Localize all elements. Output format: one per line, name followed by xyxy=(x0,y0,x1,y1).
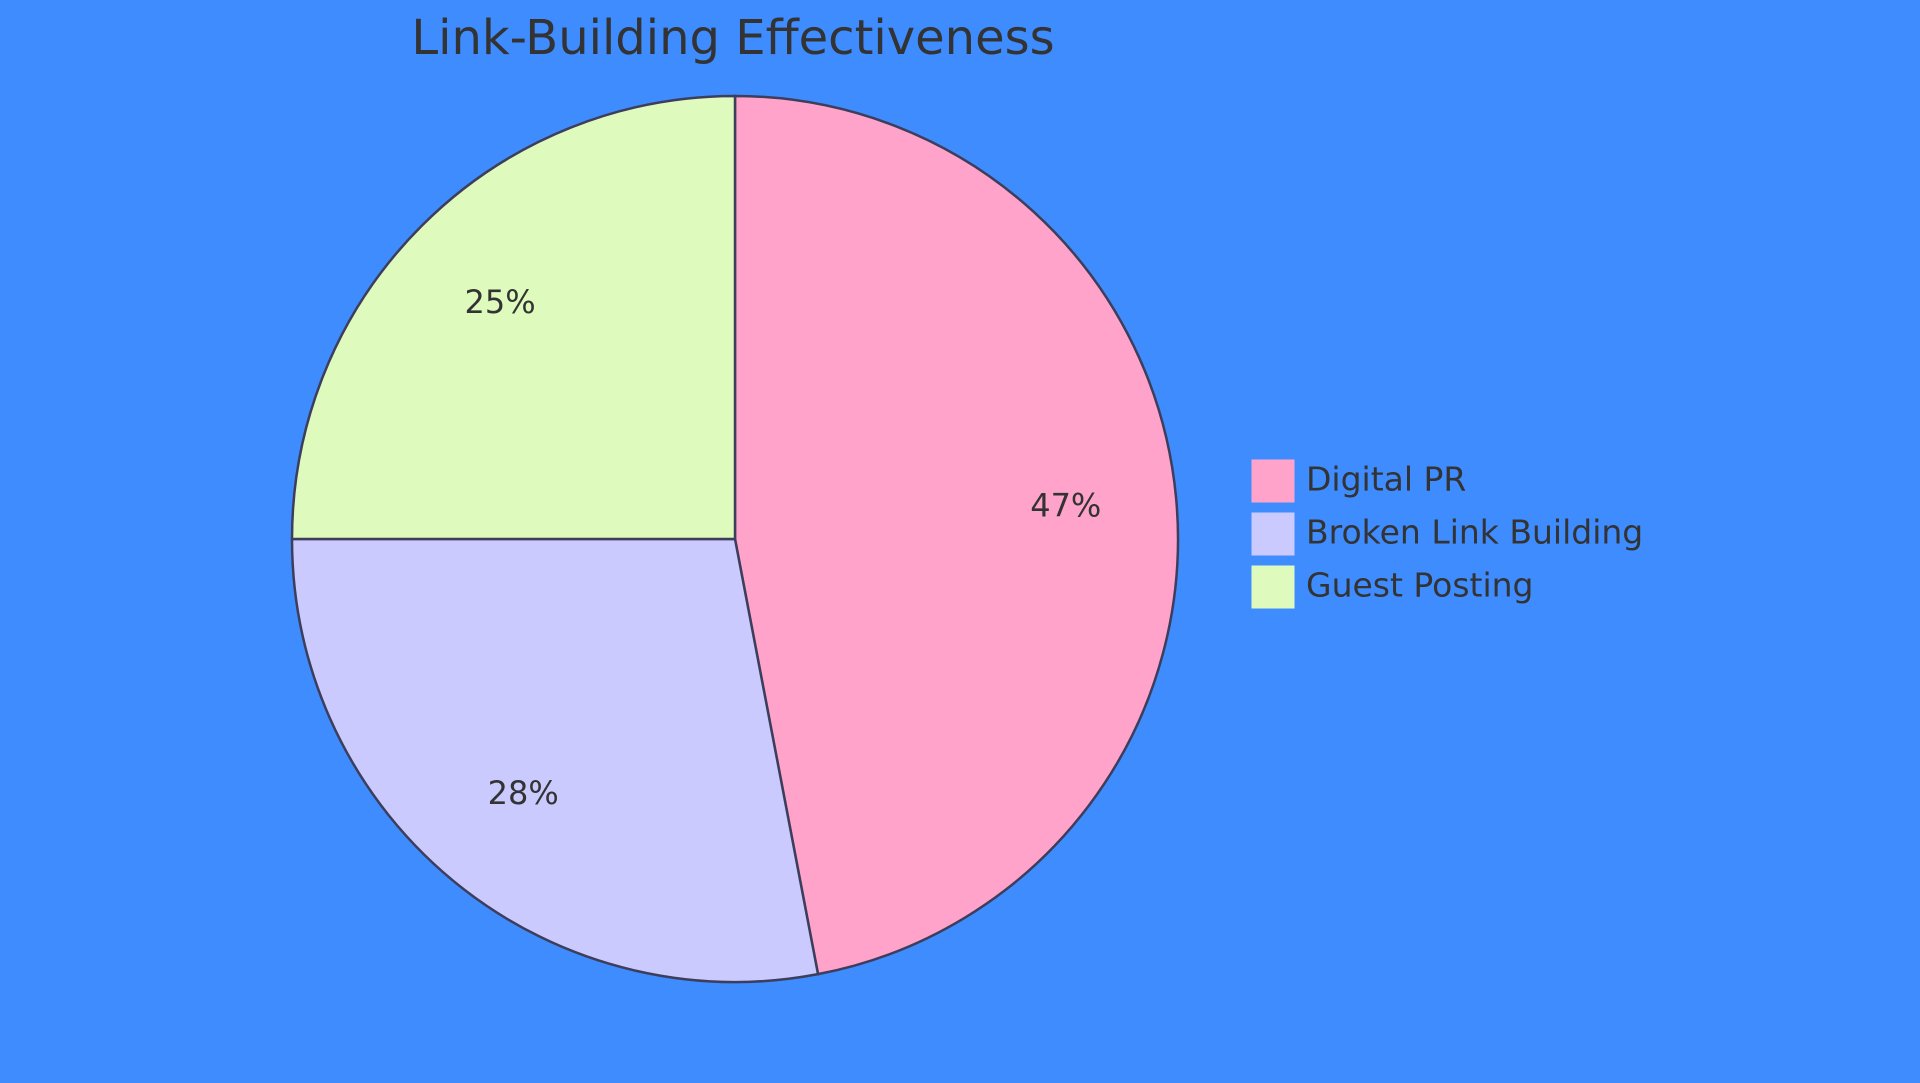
legend-swatch xyxy=(1250,458,1296,504)
legend-label: Guest Posting xyxy=(1306,566,1534,605)
pie-slice xyxy=(290,537,820,984)
legend-label: Digital PR xyxy=(1306,460,1466,499)
chart-title: Link-Building Effectiveness xyxy=(411,10,1054,66)
legend-label: Broken Link Building xyxy=(1306,513,1643,552)
pie-slice xyxy=(733,94,1180,976)
slice-label: 25% xyxy=(465,283,536,321)
slice-label: 28% xyxy=(488,774,559,812)
legend-swatch xyxy=(1250,564,1296,610)
slice-label: 47% xyxy=(1030,487,1101,525)
legend-swatch xyxy=(1250,511,1296,557)
pie-slice xyxy=(290,94,737,541)
